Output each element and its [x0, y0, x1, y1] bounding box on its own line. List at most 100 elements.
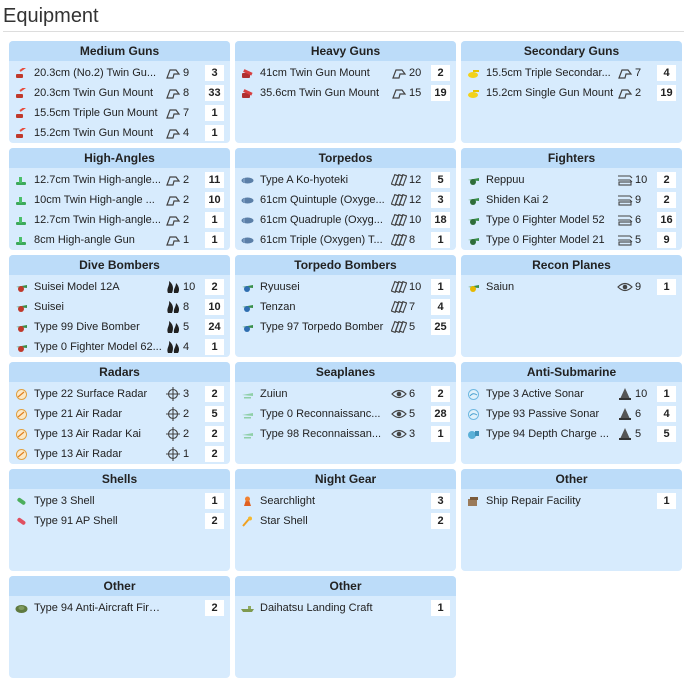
equipment-row[interactable]: 12.7cm Twin High-angle... 2 1	[9, 210, 230, 230]
equipment-row[interactable]: Type 94 Anti-Aircraft Fire Director 2	[9, 598, 230, 618]
firepower-icon	[165, 213, 181, 227]
equipment-row[interactable]: Type 99 Dive Bomber 5 24	[9, 317, 230, 337]
eye-icon	[391, 427, 407, 441]
radar-icon	[15, 449, 28, 460]
equipment-row[interactable]: 41cm Twin Gun Mount 20 2	[235, 63, 456, 83]
equipment-row[interactable]: Suisei 8 10	[9, 297, 230, 317]
count-badge: 16	[657, 212, 676, 228]
fighter-plane-icon	[467, 235, 480, 246]
equipment-name: Type 0 Fighter Model 52	[486, 214, 605, 226]
equipment-row[interactable]: Type A Ko-hyoteki 12 5	[235, 170, 456, 190]
equipment-row[interactable]: Type 3 Shell 1	[9, 491, 230, 511]
equipment-row[interactable]: 8cm High-angle Gun 1 1	[9, 230, 230, 250]
equipment-name: Type 94 Anti-Aircraft Fire Director	[34, 602, 163, 614]
equipment-row[interactable]: Tenzan 7 4	[235, 297, 456, 317]
stat-value: 7	[635, 67, 642, 79]
equipment-row[interactable]: Type 0 Fighter Model 52 6 16	[461, 210, 682, 230]
panel-night-gear: Night Gear Searchlight 3 Star Shell 2	[235, 469, 456, 571]
equipment-row[interactable]: Type 22 Surface Radar 3 2	[9, 384, 230, 404]
panel-title: Other	[235, 576, 456, 596]
depth-charge-icon	[467, 429, 480, 440]
firepower-icon	[165, 173, 181, 187]
equipment-row[interactable]: 61cm Quintuple (Oxyge... 12 3	[235, 190, 456, 210]
equipment-name: 12.7cm Twin High-angle...	[34, 174, 161, 186]
dive-bomber-icon	[15, 282, 28, 293]
equipment-row[interactable]: 12.7cm Twin High-angle... 2 11	[9, 170, 230, 190]
equipment-row[interactable]: 35.6cm Twin Gun Mount 15 19	[235, 83, 456, 103]
equipment-row[interactable]: Shiden Kai 2 9 2	[461, 190, 682, 210]
equipment-row[interactable]: 15.5cm Triple Secondar... 7 4	[461, 63, 682, 83]
panel-title: Other	[461, 469, 682, 489]
stat-value: 10	[635, 174, 648, 186]
equipment-row[interactable]: Suisei Model 12A 10 2	[9, 277, 230, 297]
equipment-row[interactable]: Daihatsu Landing Craft 1	[235, 598, 456, 618]
torpedo-icon	[241, 235, 254, 246]
panel-items: Ryuusei 10 1 Tenzan 7 4 Type 97 Torpedo Bomber…	[235, 275, 456, 337]
firepower-icon	[165, 233, 181, 247]
bombing-icon	[165, 300, 181, 314]
equipment-row[interactable]: Star Shell 2	[235, 511, 456, 531]
equipment-row[interactable]: 15.2cm Twin Gun Mount 4 1	[9, 123, 230, 143]
panel-torpedo-bombers: Torpedo Bombers Ryuusei 10 1 Tenzan 7 4 Type 97…	[235, 255, 456, 357]
firepower-icon	[165, 126, 181, 140]
equipment-row[interactable]: Zuiun 6 2	[235, 384, 456, 404]
stat-value: 4	[183, 341, 190, 353]
equipment-row[interactable]: Type 91 AP Shell 2	[9, 511, 230, 531]
equipment-row[interactable]: Searchlight 3	[235, 491, 456, 511]
equipment-row[interactable]: Type 3 Active Sonar 10 1	[461, 384, 682, 404]
equipment-row[interactable]: 10cm Twin High-angle ... 2 10	[9, 190, 230, 210]
equipment-row[interactable]: Type 13 Air Radar 1 2	[9, 444, 230, 464]
equipment-row[interactable]: 15.5cm Triple Gun Mount 7 1	[9, 103, 230, 123]
torpedo-bomber-icon	[241, 322, 254, 333]
equipment-name: 35.6cm Twin Gun Mount	[260, 87, 380, 99]
firepower-icon	[165, 193, 181, 207]
equipment-row[interactable]: Ryuusei 10 1	[235, 277, 456, 297]
equipment-row[interactable]: Reppuu 10 2	[461, 170, 682, 190]
panel-title: High-Angles	[9, 148, 230, 168]
stat-value: 7	[183, 107, 190, 119]
torpedo-stat-icon	[390, 193, 408, 207]
stat-value: 8	[183, 87, 190, 99]
equipment-row[interactable]: 61cm Triple (Oxygen) T... 8 1	[235, 230, 456, 250]
equipment-row[interactable]: Saiun 9 1	[461, 277, 682, 297]
radar-icon	[15, 409, 28, 420]
panel-items: Type 3 Shell 1 Type 91 AP Shell 2	[9, 489, 230, 531]
equipment-row[interactable]: Type 0 Fighter Model 21 5 9	[461, 230, 682, 250]
count-badge: 18	[431, 212, 450, 228]
equipment-name: 61cm Triple (Oxygen) T...	[260, 234, 383, 246]
equipment-row[interactable]: Type 93 Passive Sonar 6 4	[461, 404, 682, 424]
equipment-name: 15.5cm Triple Secondar...	[486, 67, 611, 79]
equipment-row[interactable]: 61cm Quadruple (Oxyg... 10 18	[235, 210, 456, 230]
anti-air-icon	[617, 193, 633, 207]
count-badge: 5	[657, 426, 676, 442]
equipment-row[interactable]: Type 21 Air Radar 2 5	[9, 404, 230, 424]
stat-value: 2	[183, 408, 190, 420]
dive-bomber-icon	[15, 342, 28, 353]
red-heavy-gun-icon	[241, 88, 254, 99]
equipment-row[interactable]: Type 13 Air Radar Kai 2 2	[9, 424, 230, 444]
equipment-row[interactable]: Ship Repair Facility 1	[461, 491, 682, 511]
equipment-row[interactable]: 20.3cm Twin Gun Mount 8 33	[9, 83, 230, 103]
equipment-row[interactable]: 15.2cm Single Gun Mount 2 19	[461, 83, 682, 103]
torpedo-bomber-icon	[241, 302, 254, 313]
count-badge: 5	[205, 406, 224, 422]
count-badge: 1	[657, 493, 676, 509]
panel-title: Anti-Submarine	[461, 362, 682, 382]
anti-air-icon	[617, 173, 633, 187]
stat-value: 5	[635, 428, 642, 440]
equipment-row[interactable]: Type 0 Reconnaissanc... 5 28	[235, 404, 456, 424]
equipment-row[interactable]: 20.3cm (No.2) Twin Gu... 9 3	[9, 63, 230, 83]
sonar-icon	[467, 409, 480, 420]
seaplane-icon	[241, 409, 254, 420]
equipment-row[interactable]: Type 97 Torpedo Bomber 5 25	[235, 317, 456, 337]
panel-other: Other Daihatsu Landing Craft 1	[235, 576, 456, 678]
panel-title: Recon Planes	[461, 255, 682, 275]
count-badge: 19	[657, 85, 676, 101]
count-badge: 10	[205, 192, 224, 208]
panel-items: Saiun 9 1	[461, 275, 682, 297]
equipment-name: Type 94 Depth Charge ...	[486, 428, 609, 440]
equipment-row[interactable]: Type 94 Depth Charge ... 5 5	[461, 424, 682, 444]
equipment-row[interactable]: Type 0 Fighter Model 62... 4 1	[9, 337, 230, 357]
count-badge: 2	[431, 386, 450, 402]
equipment-row[interactable]: Type 98 Reconnaissan... 3 1	[235, 424, 456, 444]
